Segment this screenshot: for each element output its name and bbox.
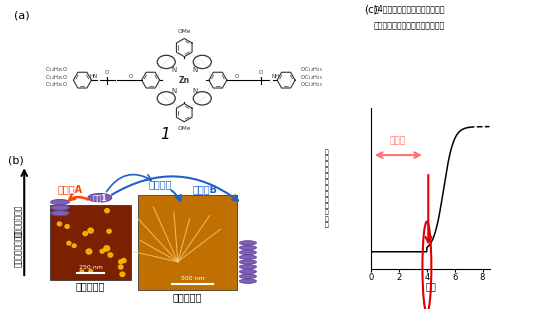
Ellipse shape — [239, 245, 256, 250]
Text: 自由エネルギー: 自由エネルギー — [14, 205, 23, 237]
Text: O: O — [235, 74, 239, 79]
Circle shape — [104, 246, 109, 251]
Circle shape — [107, 229, 111, 233]
Text: 誤導期: 誤導期 — [389, 136, 406, 145]
Text: $\mathsf{OC_{12}H_{25}}$: $\mathsf{OC_{12}H_{25}}$ — [300, 65, 323, 74]
Text: 組織化A: 組織化A — [58, 184, 82, 194]
Circle shape — [108, 253, 113, 257]
Circle shape — [57, 222, 62, 226]
Circle shape — [65, 225, 69, 228]
Ellipse shape — [239, 255, 256, 259]
Text: (c): (c) — [364, 5, 378, 15]
Circle shape — [88, 228, 94, 233]
Circle shape — [89, 269, 92, 273]
Ellipse shape — [239, 269, 256, 274]
Text: N: N — [171, 67, 177, 73]
Text: 500 nm: 500 nm — [181, 276, 205, 281]
Text: OMe: OMe — [178, 29, 191, 34]
Ellipse shape — [239, 265, 256, 269]
Text: O: O — [105, 70, 109, 75]
Bar — [50, 205, 131, 280]
Text: O: O — [129, 74, 133, 79]
Ellipse shape — [239, 250, 256, 255]
Circle shape — [120, 272, 125, 277]
Text: HN: HN — [90, 74, 98, 79]
Ellipse shape — [239, 241, 256, 245]
Text: $\mathsf{OC_{12}H_{25}}$: $\mathsf{OC_{12}H_{25}}$ — [300, 81, 323, 90]
Circle shape — [67, 241, 71, 245]
X-axis label: 時間: 時間 — [425, 283, 436, 292]
Text: $\mathsf{C_{12}H_{25}O}$: $\mathsf{C_{12}H_{25}O}$ — [45, 81, 68, 90]
Text: (b): (b) — [8, 155, 24, 165]
Text: OMe: OMe — [178, 126, 191, 131]
Ellipse shape — [239, 279, 256, 283]
Text: （下側ほど安定）: （下側ほど安定） — [14, 230, 23, 267]
Text: O: O — [259, 70, 263, 75]
Ellipse shape — [239, 274, 256, 279]
Text: N: N — [192, 67, 197, 73]
Text: 繊
維
化
構
造
転
移
後
の
進
行
割
合: 繊 維 化 構 造 転 移 後 の 進 行 割 合 — [324, 149, 328, 228]
Circle shape — [72, 244, 76, 248]
Text: 1: 1 — [160, 127, 170, 142]
Circle shape — [100, 249, 104, 253]
Text: 粒子状構造: 粒子状構造 — [76, 281, 105, 291]
Ellipse shape — [51, 200, 69, 205]
Bar — [138, 195, 237, 290]
Text: $\mathsf{C_{12}H_{25}O}$: $\mathsf{C_{12}H_{25}O}$ — [45, 73, 68, 82]
Circle shape — [118, 265, 123, 269]
Circle shape — [104, 209, 109, 213]
Text: 繊維状構造: 繊維状構造 — [173, 292, 202, 302]
Text: 250 nm: 250 nm — [79, 265, 102, 270]
Circle shape — [119, 260, 123, 264]
Ellipse shape — [88, 193, 112, 202]
Text: N: N — [171, 88, 177, 94]
Text: 状構造への構造転移が開始する！: 状構造への構造転移が開始する！ — [374, 22, 446, 31]
Circle shape — [83, 231, 87, 236]
Text: 約4時間後に粒子状構造から繊維: 約4時間後に粒子状構造から繊維 — [374, 5, 446, 14]
Circle shape — [80, 270, 84, 273]
Text: $\mathsf{C_{12}H_{25}O}$: $\mathsf{C_{12}H_{25}O}$ — [45, 65, 68, 74]
Text: 核の生成: 核の生成 — [148, 179, 172, 189]
Text: $\mathsf{OC_{12}H_{25}}$: $\mathsf{OC_{12}H_{25}}$ — [300, 73, 323, 82]
Text: 分子1: 分子1 — [92, 193, 107, 202]
Ellipse shape — [239, 260, 256, 264]
Text: NH: NH — [271, 74, 279, 79]
Text: N: N — [192, 88, 197, 94]
Circle shape — [122, 259, 126, 263]
Circle shape — [86, 249, 92, 254]
Ellipse shape — [51, 210, 69, 216]
Text: (a): (a) — [14, 10, 30, 20]
Text: 組織化B: 組織化B — [192, 184, 217, 194]
Ellipse shape — [51, 205, 69, 210]
Text: Zn: Zn — [179, 76, 190, 85]
